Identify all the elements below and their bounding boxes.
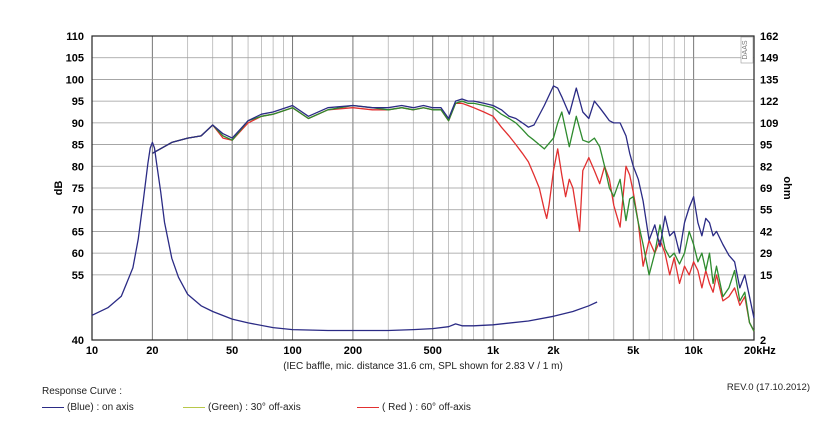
x-tick-labels: 10 20 50 100 200 500 1k 2k 5k 10k 20kHz [86,345,776,357]
y2-tick-labels: 162 149 135 122 109 95 82 69 55 42 29 15 2 [760,31,778,347]
x-tick-label: 1k [487,345,500,357]
x-tick-label: 10k [684,345,703,357]
legend-label-red: ( Red ) : 60° off-axis [382,402,471,413]
y2-tick-label: 162 [760,31,778,43]
series-line-1 [152,100,755,332]
x-tick-label: 100 [283,345,301,357]
legend-label-green: (Green) : 30° off-axis [208,402,301,413]
x-tick-label: 20kHz [744,345,776,357]
y-tick-label: 95 [72,96,84,108]
y-tick-label: 105 [66,53,84,65]
chart-caption: (IEC baffle, mic. distance 31.6 cm, SPL … [283,361,563,372]
legend-swatch-green [183,407,205,408]
legend-entry-green: (Green) : 30° off-axis [183,402,301,413]
legend-swatch-blue [42,407,64,408]
y2-tick-label: 149 [760,53,778,65]
x-tick-label: 20 [146,345,158,357]
y-tick-label: 70 [72,205,84,217]
y-tick-label: 55 [72,270,84,282]
y2-tick-label: 42 [760,226,772,238]
y-tick-label: 80 [72,161,84,173]
y-axis-label: dB [53,181,65,196]
y-tick-label: 85 [72,140,84,152]
x-tick-label: 10 [86,345,98,357]
y-tick-label: 75 [72,183,84,195]
y-tick-label: 90 [72,118,84,130]
legend-entry-red: ( Red ) : 60° off-axis [357,402,471,413]
y2-tick-label: 109 [760,118,778,130]
legend-title: Response Curve : [42,386,123,397]
x-tick-label: 50 [226,345,238,357]
x-tick-label: 2k [547,345,560,357]
y-tick-label: 60 [72,248,84,260]
y2-tick-label: 29 [760,248,772,260]
watermark-box [740,36,754,64]
y2-tick-label: 69 [760,183,772,195]
y2-tick-label: 135 [760,74,778,86]
plot-frame [91,35,755,341]
watermark: DAAS [742,40,749,59]
series-line-2 [152,102,755,332]
y-tick-label: 40 [72,335,84,347]
legend-entry-blue: (Blue) : on axis [42,402,134,413]
y2-tick-label: 82 [760,161,772,173]
x-tick-label: 500 [424,345,442,357]
y2-axis-label: ohm [781,176,793,199]
grid [91,35,755,341]
series-line-0 [152,85,755,319]
x-tick-label: 5k [627,345,640,357]
y2-tick-label: 2 [760,335,766,347]
legend-label-blue: (Blue) : on axis [67,402,134,413]
y-tick-label: 100 [66,74,84,86]
series-lines [91,85,755,332]
y2-tick-label: 95 [760,140,772,152]
series-line-3 [91,141,598,332]
y-tick-labels: 110 105 100 95 90 85 80 75 70 65 60 55 40 [66,31,84,347]
revision-label: REV.0 (17.10.2012) [726,382,810,393]
y2-tick-label: 55 [760,205,772,217]
y-tick-label: 65 [72,226,84,238]
y-tick-label: 110 [66,31,84,43]
x-tick-label: 200 [344,345,362,357]
legend-swatch-red [357,407,379,408]
y2-tick-label: 15 [760,270,772,282]
y2-tick-label: 122 [760,96,778,108]
